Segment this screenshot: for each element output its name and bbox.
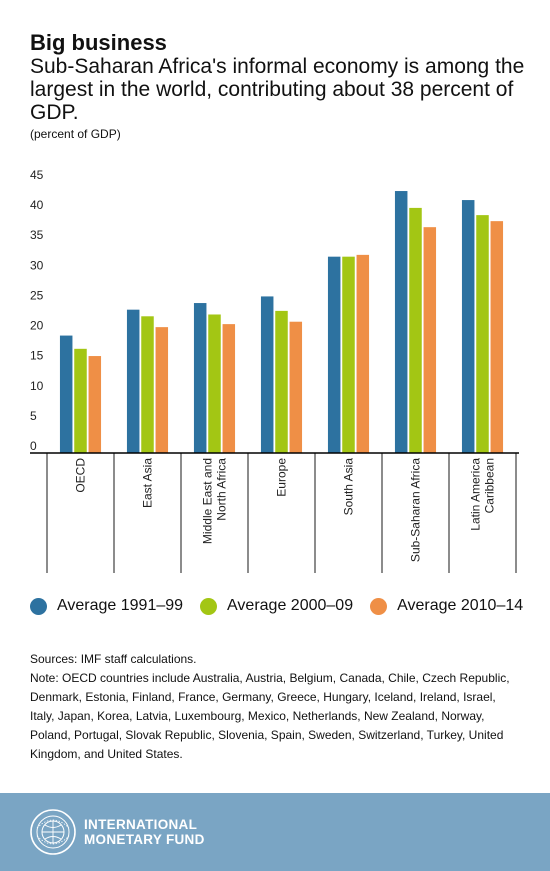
category-label: East Asia [141,458,155,508]
y-tick-label: 5 [30,409,37,423]
sources-text: Sources: IMF staff calculations. [30,652,197,666]
legend-swatch-green [200,597,218,615]
bar [208,314,221,453]
y-tick-label: 10 [30,379,44,393]
unit-label: (percent of GDP) [30,127,121,141]
bar [155,327,169,453]
bar [409,207,422,453]
bar [423,227,437,453]
chart-title: Big business [30,30,167,55]
y-tick-label: 30 [30,258,44,272]
legend-item-2010-14: Average 2010–14 [370,597,523,615]
chart-subtitle: Sub-Saharan Africa's informal economy is… [30,55,525,124]
y-tick-label: 25 [30,288,44,302]
category-label: South Asia [342,458,356,516]
bar [59,335,73,453]
legend-item-2000-09: Average 2000–09 [200,597,353,615]
bar [193,303,207,453]
category-label: OECD [74,458,88,493]
category-label: Caribbean [483,458,497,513]
bar [356,254,370,453]
y-tick-label: 15 [30,349,44,363]
category-label: Middle East and [201,458,215,544]
bar [289,321,303,453]
imf-seal-icon [30,809,76,855]
category-label: Europe [275,458,289,497]
footer-bar: INTERNATIONAL MONETARY FUND [0,793,550,871]
bar [126,309,140,453]
y-tick-label: 0 [30,439,37,453]
bar [394,191,408,453]
org-name-line1: INTERNATIONAL [84,817,198,832]
bar [476,215,489,453]
org-name: INTERNATIONAL MONETARY FUND [84,817,205,847]
bar [222,324,236,453]
y-tick-label: 45 [30,170,44,182]
y-tick-label: 40 [30,198,44,212]
bar [275,310,288,453]
category-label: Latin America [469,458,483,531]
legend-swatch-orange [370,597,388,615]
y-tick-label: 35 [30,228,44,242]
legend-label: Average 2000–09 [227,597,354,614]
note-text: Note: OECD countries include Australia, … [30,671,510,761]
bar [342,256,355,453]
bar [490,221,504,453]
org-name-line2: MONETARY FUND [84,832,205,847]
category-label: Sub-Saharan Africa [409,458,423,562]
y-tick-label: 20 [30,319,44,333]
bar [74,348,87,453]
legend: Average 1991–99 Average 2000–09 Average … [30,597,540,615]
bar [88,356,102,453]
bar [327,256,341,453]
legend-swatch-blue [30,597,47,615]
legend-label: Average 2010–14 [397,597,524,614]
notes: Sources: IMF staff calculations. Note: O… [30,650,520,764]
legend-label: Average 1991–99 [57,597,184,614]
bar-chart: 0 5 10 15 20 25 30 35 40 45 OECD East Asia Middle Ea… [30,170,519,573]
bar [260,296,274,453]
category-label: North Africa [215,458,229,521]
bar [461,200,475,453]
legend-item-1991-99: Average 1991–99 [30,597,183,615]
bar [141,316,154,453]
